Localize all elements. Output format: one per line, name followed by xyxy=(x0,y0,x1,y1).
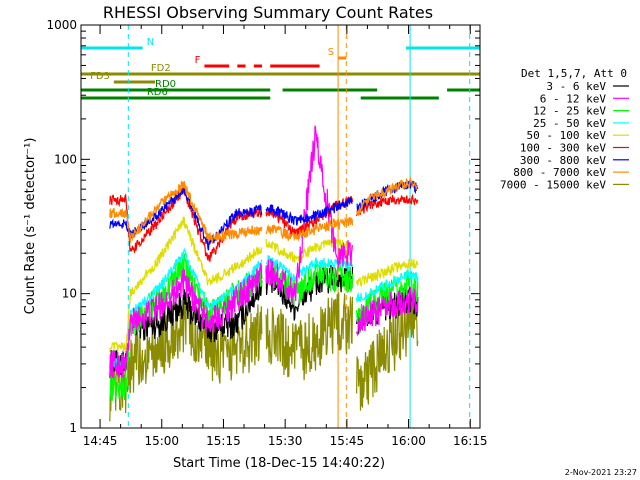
flag-label-s: S xyxy=(328,47,334,58)
series-line-6-12-kev xyxy=(109,125,419,379)
y-tick-label: 1 xyxy=(69,421,77,435)
flag-label-rd6: RD6 xyxy=(147,87,168,98)
flag-label-rd0: RD0 xyxy=(155,79,176,90)
flag-label-fd3: FD3 xyxy=(90,71,110,82)
legend-entry-label: 25 - 50 keV xyxy=(533,117,606,130)
y-tick-label: 1000 xyxy=(46,18,77,32)
flag-label-f: F xyxy=(195,55,201,66)
x-tick-label: 16:00 xyxy=(391,434,426,448)
legend-entry-label: 12 - 25 keV xyxy=(533,105,606,118)
x-tick-label: 16:15 xyxy=(453,434,488,448)
legend-header: Det 1,5,7, Att 0 xyxy=(521,67,627,80)
legend-entry-label: 300 - 800 keV xyxy=(520,154,606,167)
axis-layer: 1 10 100 1000 14:45 15:00 15:15 15:30 15:45 16:00… xyxy=(46,18,487,448)
legend-entry-label: 6 - 12 keV xyxy=(540,92,607,105)
series-line-50-100-kev xyxy=(109,216,419,353)
x-tick-label: 15:30 xyxy=(268,434,303,448)
chart-title: RHESSI Observing Summary Count Rates xyxy=(103,3,433,22)
series-line-7000-15000-kev xyxy=(109,292,419,422)
legend-entry-label: 7000 - 15000 keV xyxy=(500,178,606,191)
series-line-800-7000-kev xyxy=(109,176,419,243)
series-layer xyxy=(109,125,419,422)
generation-timestamp: 2-Nov-2021 23:27 xyxy=(565,468,637,477)
flag-label-n: N xyxy=(147,37,154,48)
y-tick-label: 10 xyxy=(62,287,77,301)
legend-entry-label: 800 - 7000 keV xyxy=(513,166,606,179)
x-tick-label: 14:45 xyxy=(83,434,118,448)
x-tick-label: 15:15 xyxy=(206,434,241,448)
legend-entry-label: 50 - 100 keV xyxy=(527,129,607,142)
legend-entry-label: 100 - 300 keV xyxy=(520,142,606,155)
x-axis-label: Start Time (18-Dec-15 14:40:22) xyxy=(173,456,385,471)
y-tick-label: 100 xyxy=(54,152,77,166)
x-tick-label: 15:00 xyxy=(144,434,179,448)
legend-entry-label: 3 - 6 keV xyxy=(546,80,606,93)
plot-frame xyxy=(80,24,481,429)
y-axis-label: Count Rate (s⁻¹ detector⁻¹) xyxy=(23,138,38,315)
x-tick-label: 15:45 xyxy=(330,434,365,448)
flag-label-fd2: FD2 xyxy=(151,63,171,74)
